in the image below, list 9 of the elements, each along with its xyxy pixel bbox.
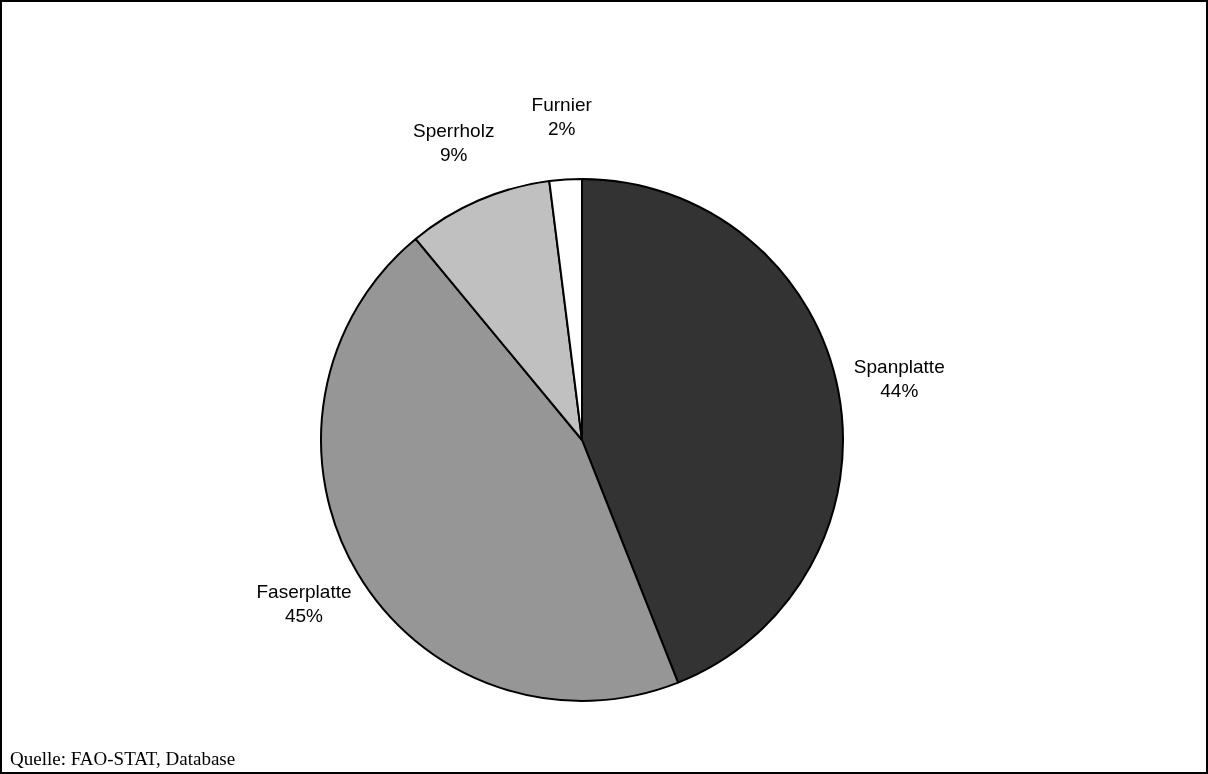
data-label: 2% — [547, 117, 576, 139]
slice-label: Spanplatte — [853, 355, 945, 377]
source-note: Quelle: FAO-STAT, Database — [10, 748, 236, 770]
slice-label: Furnier — [531, 93, 593, 115]
slice-label: Sperrholz — [413, 119, 495, 141]
slice-label: Faserplatte — [256, 580, 352, 602]
data-label: 9% — [439, 143, 468, 165]
data-label: 45% — [284, 604, 324, 626]
data-label: 44% — [880, 379, 919, 401]
